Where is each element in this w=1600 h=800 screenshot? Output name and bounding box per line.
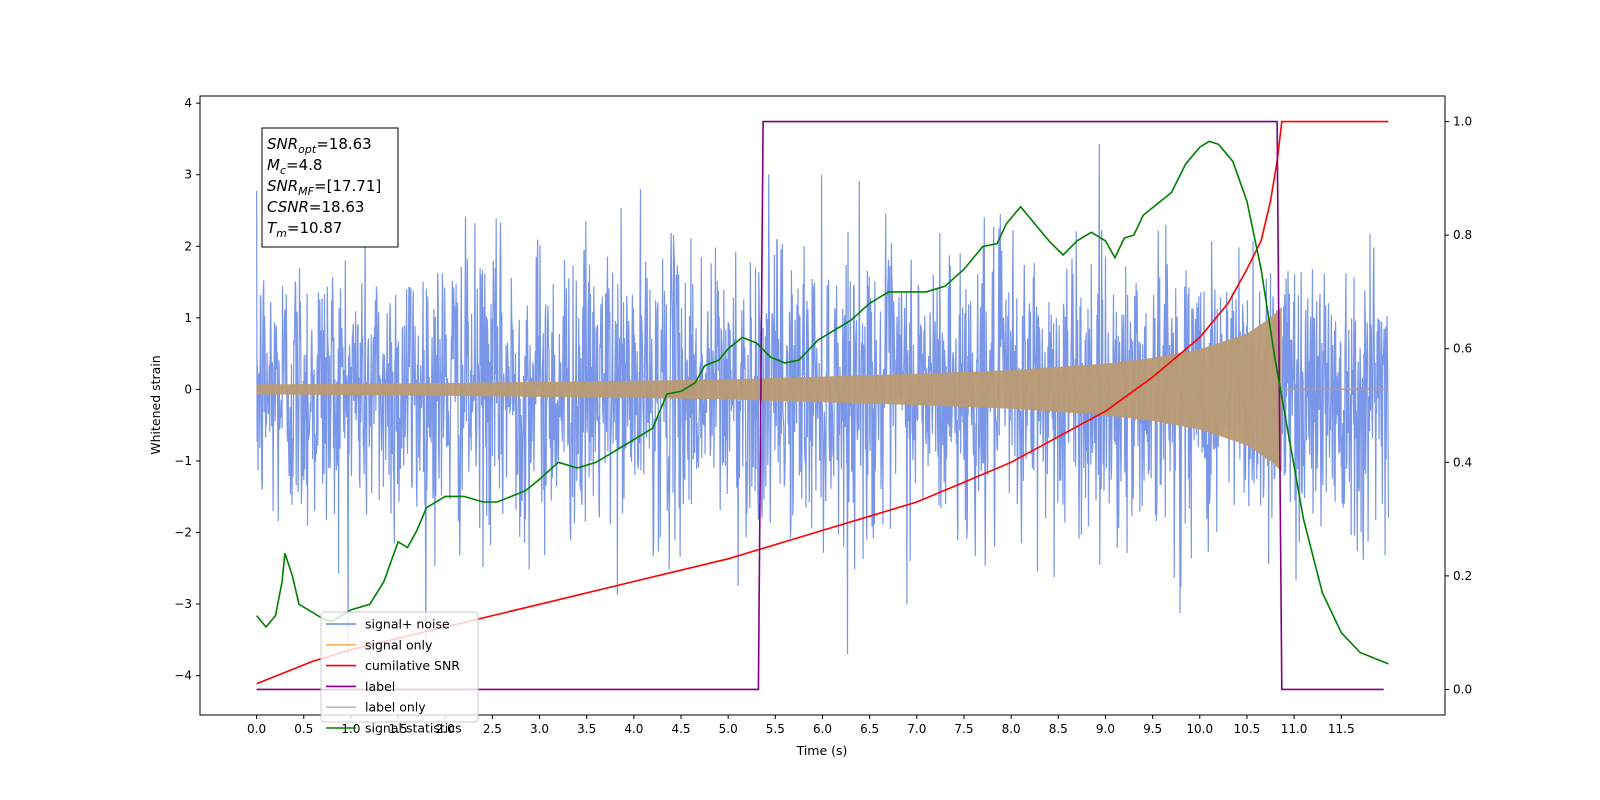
y-tick-label: −4 (174, 669, 192, 683)
annotation-line: SNRopt=18.63 (267, 135, 372, 156)
series-signal-noise (256, 143, 1389, 655)
legend-label: signal statistics (365, 721, 462, 736)
x-tick-label: 5.0 (719, 722, 738, 736)
annotation-frame (261, 127, 399, 248)
x-tick-label: 10.5 (1234, 722, 1261, 736)
x-tick-label: 10.0 (1186, 722, 1213, 736)
y2-tick-label: 0.4 (1453, 455, 1472, 469)
x-tick-label: 0.0 (247, 722, 266, 736)
y2-tick-label: 0.8 (1453, 228, 1472, 242)
x-tick-label: 11.5 (1328, 722, 1355, 736)
x-tick-label: 6.0 (813, 722, 832, 736)
x-tick-label: 8.5 (1049, 722, 1068, 736)
annotation-box: SNRopt=18.63Mc=4.8SNRMF=[17.71]CSNR=18.6… (261, 127, 399, 248)
x-tick-label: 11.0 (1281, 722, 1308, 736)
legend-label: cumilative SNR (365, 658, 460, 673)
y2-tick-label: 0.0 (1453, 682, 1472, 696)
x-tick-label: 3.5 (577, 722, 596, 736)
y-tick-label: −2 (174, 526, 192, 540)
y-tick-label: −1 (174, 454, 192, 468)
x-tick-label: 2.0 (436, 722, 455, 736)
y-tick-label: −3 (174, 597, 192, 611)
y-tick-label: 4 (184, 96, 192, 110)
annotation-line: Mc=4.8 (267, 156, 322, 177)
y2-tick-label: 0.2 (1453, 569, 1472, 583)
x-tick-label: 0.5 (294, 722, 313, 736)
y-axis-label: Whitened strain (148, 355, 163, 454)
series-signal-statistics (255, 140, 1389, 665)
series-label (256, 120, 1384, 691)
x-tick-label: 9.5 (1143, 722, 1162, 736)
y-tick-label: 1 (184, 311, 192, 325)
x-tick-label: 7.0 (907, 722, 926, 736)
y2-tick-label: 1.0 (1453, 115, 1472, 129)
annotation-line: SNRMF=[17.71] (267, 177, 381, 198)
x-tick-label: 3.0 (530, 722, 549, 736)
x-tick-label: 4.5 (671, 722, 690, 736)
x-tick-label: 1.0 (341, 722, 360, 736)
annotation-line: CSNR=18.63 (267, 198, 364, 216)
legend-frame (320, 611, 479, 723)
x-tick-label: 7.5 (954, 722, 973, 736)
y-tick-label: 2 (184, 239, 192, 253)
x-tick-label: 9.0 (1096, 722, 1115, 736)
series-signal-only (256, 307, 1282, 472)
y-tick-label: 3 (184, 168, 192, 182)
x-tick-label: 1.5 (389, 722, 408, 736)
x-tick-label: 8.0 (1002, 722, 1021, 736)
y-tick-label: 0 (184, 382, 192, 396)
y-axis-left: 4 3 2 1 0 −1 −2 −3 −4 (174, 96, 200, 683)
y-axis-right: 1.0 0.8 0.6 0.4 0.2 0.0 (1445, 115, 1472, 696)
legend-label: label (365, 679, 395, 694)
annotation-line: Tm=10.87 (267, 219, 342, 240)
plot-area (255, 120, 1389, 691)
legend: signal+ noise signal only cumilative SNR la… (320, 611, 479, 736)
legend-label: signal+ noise (365, 617, 450, 632)
x-axis: 0.0 0.5 1.0 1.5 2.0 2.5 3.0 3.5 4.0 4.5 5.0 5.5 6.0 6… (247, 715, 1355, 736)
x-tick-label: 2.5 (483, 722, 502, 736)
x-tick-label: 4.0 (624, 722, 643, 736)
x-tick-label: 5.5 (766, 722, 785, 736)
y2-tick-label: 0.6 (1453, 342, 1472, 356)
legend-label: signal only (365, 637, 433, 652)
legend-label: label only (365, 700, 426, 715)
x-tick-label: 6.5 (860, 722, 879, 736)
x-axis-label: Time (s) (796, 743, 848, 758)
